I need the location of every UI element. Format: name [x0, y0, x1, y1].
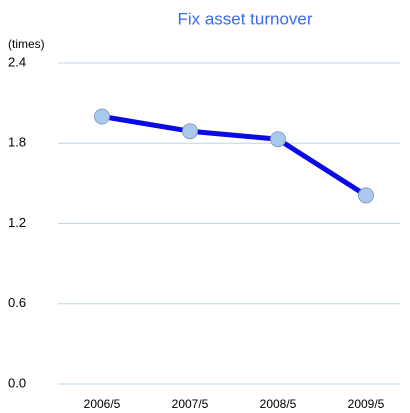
y-tick-label: 1.8 — [8, 135, 26, 150]
y-axis-label: (times) — [8, 37, 45, 51]
line — [101, 114, 368, 198]
marker — [182, 123, 198, 140]
y-tick-label: 0.0 — [8, 375, 26, 390]
x-tick-label: 2009/5 — [348, 397, 385, 411]
marker — [358, 187, 374, 204]
x-tick-label: 2008/5 — [260, 397, 297, 411]
x-tick-label: 2006/5 — [84, 397, 121, 411]
chart-title: Fix asset turnover — [177, 9, 312, 28]
marker — [270, 131, 286, 148]
x-tick-label: 2007/5 — [172, 397, 209, 411]
y-tick-label: 1.2 — [8, 215, 26, 230]
y-tick-label: 2.4 — [8, 54, 26, 69]
marker — [94, 108, 110, 125]
y-tick-label: 0.6 — [8, 295, 26, 310]
